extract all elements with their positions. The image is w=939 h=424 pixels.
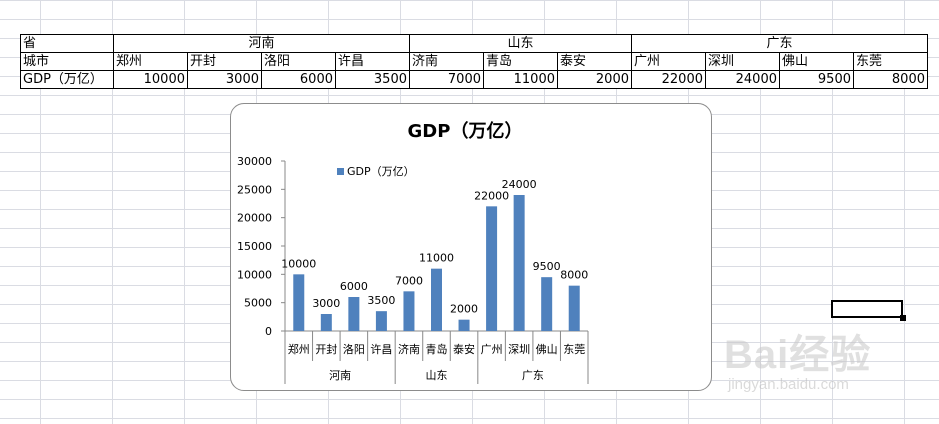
chart-title: GDP（万亿） — [408, 120, 523, 142]
x-category-label: 东莞 — [563, 343, 585, 356]
y-tick-label: 0 — [265, 325, 272, 338]
x-category-label: 深圳 — [508, 343, 530, 356]
chart-bar — [431, 268, 442, 331]
city-cell[interactable]: 泰安 — [557, 52, 632, 71]
chart-bar — [513, 195, 525, 331]
city-cell[interactable]: 济南 — [409, 52, 484, 71]
data-label: 11000 — [419, 252, 454, 265]
x-category-label: 泰安 — [453, 342, 475, 356]
data-table: 省河南 山东 广东 城市 郑州 开封 洛阳 许昌 济南 青岛 泰安 广州 深圳 佛山 东莞 GDP（万亿） 10… — [20, 34, 928, 89]
city-cell[interactable]: 青岛 — [483, 52, 558, 71]
city-row: 城市 郑州 开封 洛阳 许昌 济南 青岛 泰安 广州 深圳 佛山 东莞 — [20, 52, 928, 71]
chart-bar — [568, 285, 580, 331]
x-category-label: 郑州 — [288, 342, 310, 356]
chart-bar — [403, 291, 415, 331]
data-label: 22000 — [474, 189, 509, 202]
gdp-value-cell[interactable]: 8000 — [853, 70, 928, 89]
x-category-label: 青岛 — [426, 342, 448, 356]
gdp-row: GDP（万亿） 10000 3000 6000 3500 7000 11000 2000 220… — [20, 70, 928, 89]
city-cell[interactable]: 开封 — [187, 52, 262, 71]
data-label: 8000 — [560, 269, 588, 282]
data-label: 6000 — [340, 280, 368, 293]
legend-swatch — [337, 168, 344, 175]
province-cell[interactable]: 广东 — [631, 34, 928, 53]
gdp-value-cell[interactable]: 3000 — [187, 70, 262, 89]
chart-bar — [541, 277, 553, 331]
legend-label: GDP（万亿） — [347, 165, 415, 178]
y-tick-label: 15000 — [237, 240, 272, 253]
gdp-value-cell[interactable]: 11000 — [483, 70, 558, 89]
data-label: 9500 — [533, 260, 561, 273]
x-category-label: 开封 — [315, 342, 337, 356]
province-header-cell[interactable]: 省 — [20, 34, 114, 53]
baidu-jingyan-watermark: Bai经验 jingyan.baidu.com — [724, 322, 914, 412]
active-cell-selection[interactable] — [831, 300, 903, 318]
city-cell[interactable]: 深圳 — [705, 52, 780, 71]
data-label: 24000 — [502, 178, 537, 191]
x-group-label: 河南 — [329, 369, 351, 382]
gdp-chart[interactable]: GDP（万亿） 0 5000 10000 15000 20000 25000 30000 100… — [230, 103, 712, 391]
city-cell[interactable]: 佛山 — [779, 52, 854, 71]
y-tick-label: 25000 — [237, 183, 272, 196]
x-category-label: 洛阳 — [343, 342, 365, 356]
city-cell[interactable]: 东莞 — [853, 52, 928, 71]
gdp-value-cell[interactable]: 22000 — [631, 70, 706, 89]
data-label: 10000 — [281, 257, 316, 270]
chart-bar — [375, 311, 387, 331]
city-cell[interactable]: 许昌 — [335, 52, 410, 71]
x-group-label: 山东 — [426, 369, 448, 382]
y-tick-label: 5000 — [244, 297, 272, 310]
province-row: 省河南 山东 广东 — [20, 34, 928, 53]
gdp-value-cell[interactable]: 6000 — [261, 70, 336, 89]
gdp-value-cell[interactable]: 10000 — [113, 70, 188, 89]
province-cell[interactable]: 河南 — [113, 34, 410, 53]
x-category-label: 佛山 — [536, 343, 558, 356]
city-header-cell[interactable]: 城市 — [20, 52, 114, 71]
chart-bar — [486, 206, 498, 331]
gdp-value-cell[interactable]: 3500 — [335, 70, 410, 89]
y-tick-label: 20000 — [237, 212, 272, 225]
x-category-label: 许昌 — [370, 343, 392, 356]
gdp-label-cell[interactable]: GDP（万亿） — [20, 70, 114, 89]
chart-canvas: GDP（万亿） 0 5000 10000 15000 20000 25000 30000 100… — [237, 120, 589, 384]
gdp-value-cell[interactable]: 7000 — [409, 70, 484, 89]
x-group-label: 广东 — [522, 369, 544, 382]
data-label: 3500 — [367, 294, 395, 307]
x-category-label: 广州 — [481, 343, 503, 356]
province-cell[interactable]: 山东 — [409, 34, 632, 53]
city-cell[interactable]: 洛阳 — [261, 52, 336, 71]
gdp-value-cell[interactable]: 24000 — [705, 70, 780, 89]
gdp-value-cell[interactable]: 9500 — [779, 70, 854, 89]
chart-bar — [348, 297, 360, 331]
city-cell[interactable]: 广州 — [631, 52, 706, 71]
fill-handle[interactable] — [900, 315, 906, 321]
chart-bar — [458, 319, 470, 331]
watermark-url: jingyan.baidu.com — [728, 376, 849, 393]
data-label: 2000 — [450, 303, 478, 316]
data-label: 7000 — [395, 274, 423, 287]
chart-bar — [320, 314, 332, 331]
gdp-value-cell[interactable]: 2000 — [557, 70, 632, 89]
data-label: 3000 — [312, 297, 340, 310]
x-category-label: 济南 — [398, 342, 420, 356]
city-cell[interactable]: 郑州 — [113, 52, 188, 71]
chart-bar — [293, 274, 305, 331]
y-tick-label: 30000 — [237, 155, 272, 168]
watermark-brand: Bai经验 — [724, 333, 872, 377]
y-tick-label: 10000 — [237, 268, 272, 281]
